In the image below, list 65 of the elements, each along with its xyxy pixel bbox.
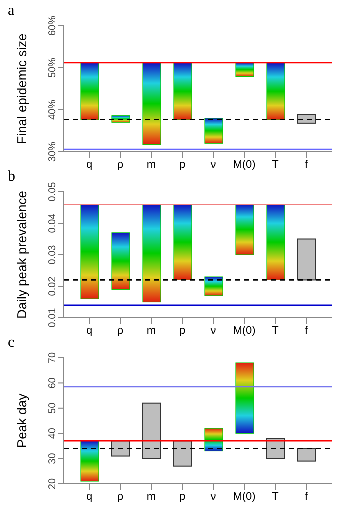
bar [80, 62, 100, 120]
y-tick-label: 60 [48, 377, 59, 389]
x-tick-label: p [179, 490, 186, 503]
x-tick-label: M(0) [233, 324, 256, 337]
x-tick-label: q [86, 324, 93, 337]
y-tick-label: 0.05 [48, 182, 59, 202]
bar [174, 204, 192, 280]
y-axis-title: Daily peak prevalence [14, 191, 30, 319]
bar [298, 238, 316, 281]
bar [80, 440, 100, 482]
y-tick-label: 40 [48, 428, 59, 440]
x-tick-label: M(0) [233, 158, 256, 171]
bar [298, 114, 316, 124]
y-axis-title: Peak day [14, 393, 30, 448]
y-tick-label: 30% [48, 142, 59, 162]
chart-title: a [8, 2, 15, 20]
x-tick-label: T [272, 490, 280, 503]
x-tick-label: ρ [117, 158, 124, 171]
y-tick-label: 50% [48, 58, 59, 78]
bar [174, 440, 192, 467]
bar [236, 362, 254, 434]
y-tick-label: 60% [48, 16, 59, 36]
y-tick-label: 0.04 [48, 213, 59, 234]
x-tick-label: m [146, 490, 156, 503]
bar [266, 62, 286, 120]
x-tick-label: f [304, 158, 309, 171]
bar [298, 448, 316, 462]
x-tick-label: m [146, 158, 156, 171]
y-axis-title: Final epidemic size [14, 34, 30, 144]
x-tick-label: ρ [117, 490, 124, 503]
bar [204, 118, 224, 144]
x-tick-label: ρ [117, 324, 124, 337]
x-tick-label: f [304, 324, 309, 337]
bar [174, 62, 192, 120]
x-tick-label: ν [210, 158, 217, 171]
bar [236, 204, 254, 256]
bar [142, 62, 162, 146]
y-tick-label: 40% [48, 100, 59, 120]
x-tick-label: M(0) [233, 490, 256, 503]
chart-title: c [8, 334, 15, 352]
x-tick-label: q [86, 158, 93, 171]
y-tick-label: 50 [48, 402, 59, 414]
y-tick-label: 20 [48, 478, 59, 490]
bar [204, 276, 224, 296]
x-tick-label: T [272, 158, 280, 171]
y-tick-label: 30 [48, 452, 59, 464]
y-tick-label: 0.03 [48, 244, 59, 265]
bar [142, 204, 162, 303]
x-tick-label: f [304, 490, 309, 503]
bar [112, 232, 130, 290]
x-tick-label: ν [210, 490, 217, 503]
y-tick-label: 0.01 [48, 308, 59, 328]
x-tick-label: ν [210, 324, 217, 337]
y-tick-label: 70 [48, 352, 59, 364]
x-tick-label: p [179, 158, 186, 171]
bar [80, 204, 100, 300]
chart-title: b [8, 168, 16, 186]
bar [142, 402, 162, 460]
x-tick-label: p [179, 324, 186, 337]
bar [266, 204, 286, 280]
x-tick-label: q [86, 490, 93, 503]
x-tick-label: T [272, 324, 280, 337]
x-tick-label: m [146, 324, 156, 337]
bar [236, 62, 254, 78]
y-tick-label: 0.02 [48, 276, 59, 296]
